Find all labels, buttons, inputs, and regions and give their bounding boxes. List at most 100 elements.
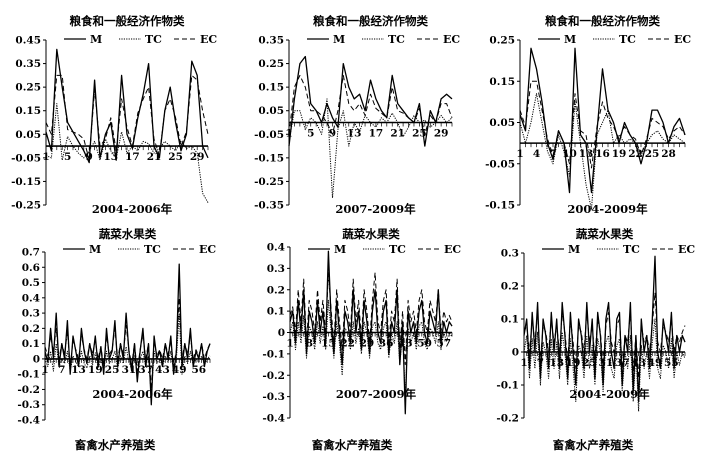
chart-title: 粮食和一般经济作物类	[70, 14, 185, 28]
x-tick-label: 57	[436, 338, 451, 350]
y-tick-label: 0.2	[22, 323, 40, 335]
y-tick-label: 0.3	[267, 263, 285, 275]
y-tick-label: 0.1	[267, 306, 285, 318]
y-tick-label: -0.15	[11, 176, 41, 188]
chart-period-label: 2007-2009年	[336, 387, 417, 401]
y-tick-label: 0.05	[258, 105, 284, 117]
series-line-m	[523, 255, 686, 403]
y-tick-label: 0.15	[489, 76, 515, 88]
y-tick-label: -0.1	[262, 348, 285, 360]
x-tick-label: 21	[390, 128, 405, 140]
y-tick-label: -0.15	[485, 200, 515, 212]
chart-period-label: 2004-2006年	[92, 202, 173, 216]
x-tick-label: 28	[661, 148, 676, 160]
chart-panel-4: 蔬菜水果类 M TC EC 0.7 0.6 0.5 0.4 0.3 0.2 0.1 0 -0.1 -0.2…	[17, 227, 216, 427]
y-tick-label: 0.7	[22, 247, 40, 259]
y-tick-label: 0.05	[15, 129, 41, 141]
y-tick-label: -0.2	[262, 370, 285, 382]
legend-label-m: M	[89, 243, 101, 256]
y-tick-label: 0.3	[22, 308, 40, 320]
legend-label-m: M	[333, 33, 345, 46]
legend-label-ec: EC	[678, 243, 695, 256]
x-tick-label: 15	[321, 338, 336, 350]
x-tick-label: 25	[645, 148, 660, 160]
y-tick-label: 0.15	[258, 82, 284, 94]
y-tick-label: -0.1	[17, 369, 40, 381]
y-tick-label: -0.2	[17, 384, 40, 396]
y-tick-label: 0.05	[489, 117, 515, 129]
x-tick-label: 17	[125, 151, 140, 163]
chart-title: 蔬菜水果类	[576, 227, 634, 241]
chart-legend: M TC EC	[63, 243, 216, 256]
legend-label-tc: TC	[388, 33, 405, 46]
x-tick-label: 8	[306, 338, 313, 350]
x-tick-label: 25	[168, 151, 183, 163]
legend-label-m: M	[90, 33, 102, 46]
legend-label-m: M	[568, 243, 580, 256]
series-line-tc	[288, 98, 453, 199]
legend-label-m: M	[334, 243, 346, 256]
y-tick-label: -0.3	[262, 391, 285, 403]
y-tick-label: 0.1	[22, 338, 40, 350]
series-line-m	[519, 47, 686, 194]
legend-label-ec: EC	[444, 243, 461, 256]
y-tick-label: -0.05	[11, 152, 41, 164]
legend-label-ec: EC	[674, 33, 691, 46]
chart-panel-1: 粮食和一般经济作物类 M TC EC 0.45 0.35 0.25 0.15 0.05 -0.05…	[11, 14, 217, 216]
x-tick-label: 50	[417, 338, 432, 350]
bottom-caption: 畜禽水产养殖类	[75, 438, 156, 452]
chart-title: 蔬菜水果类	[342, 227, 400, 241]
x-tick-label: 25	[105, 364, 120, 376]
series-line-m	[288, 55, 453, 147]
legend-label-m: M	[564, 33, 576, 46]
y-tick-label: 0.4	[22, 292, 40, 304]
x-tick-label: 19	[612, 148, 627, 160]
series-line-tc	[44, 312, 211, 398]
y-tick-label: 0.25	[15, 82, 41, 94]
y-tick-label: 0.2	[267, 284, 285, 296]
x-tick-label: 19	[88, 364, 103, 376]
chart-legend: M TC EC	[542, 243, 695, 256]
x-tick-label: 13	[103, 151, 118, 163]
x-tick-label: 29	[434, 128, 449, 140]
y-tick-label: 0.15	[15, 105, 41, 117]
chart-title: 粮食和一般经济作物类	[545, 14, 660, 28]
y-tick-label: 0.25	[258, 58, 284, 70]
chart-legend: M TC EC	[308, 243, 461, 256]
series-line-m	[289, 250, 453, 415]
y-tick-label: -0.2	[496, 413, 519, 425]
x-tick-label: 17	[369, 128, 384, 140]
y-tick-label: -0.05	[485, 158, 515, 170]
y-tick-label: 0.1	[501, 314, 519, 326]
y-tick-label: 0.45	[15, 35, 41, 47]
bottom-caption: 畜禽水产养殖类	[553, 438, 634, 452]
x-tick-label: 13	[579, 148, 594, 160]
y-tick-label: -0.1	[496, 380, 519, 392]
x-tick-label: 13	[71, 364, 86, 376]
chart-legend: M TC EC	[64, 33, 217, 46]
series-line-tc	[519, 93, 686, 210]
y-tick-label: 0.35	[15, 58, 41, 70]
series-line-tc	[45, 103, 209, 203]
x-tick-label: 55	[664, 357, 679, 369]
x-tick-label: 5	[307, 128, 314, 140]
y-tick-label: 0.2	[501, 281, 519, 293]
legend-label-tc: TC	[389, 243, 406, 256]
series-line-ec	[523, 292, 686, 379]
chart-period-label: 2007-2009年	[335, 202, 416, 216]
chart-legend: M TC EC	[538, 33, 691, 46]
chart-period-label: 2004-2009年	[567, 202, 648, 216]
x-tick-label: 1	[520, 357, 527, 369]
y-tick-label: -0.35	[254, 200, 284, 212]
chart-panel-2: 粮食和一般经济作物类 M TC EC 0.35 0.25 0.15 0.05 -0.05 -0.1…	[254, 14, 460, 216]
x-tick-label: 43	[155, 364, 170, 376]
chart-legend: M TC EC	[307, 33, 460, 46]
series-line-tc	[523, 318, 686, 412]
y-tick-label: 0.4	[267, 242, 285, 254]
legend-label-tc: TC	[619, 33, 636, 46]
chart-period-label: 2004-2006年	[92, 387, 173, 401]
chart-title: 蔬菜水果类	[99, 227, 157, 241]
